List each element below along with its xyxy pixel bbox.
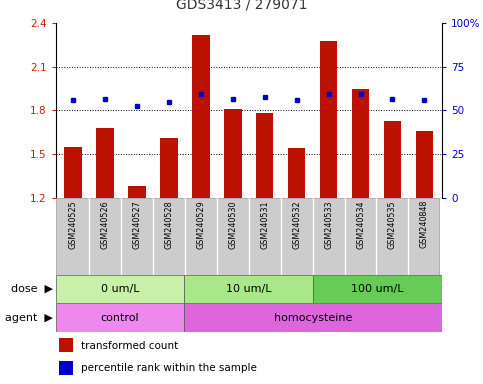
Text: percentile rank within the sample: percentile rank within the sample: [81, 363, 256, 373]
Text: GSM240526: GSM240526: [100, 200, 110, 249]
Bar: [96, 128, 114, 198]
Text: GSM240529: GSM240529: [197, 200, 205, 249]
Bar: [64, 147, 82, 198]
Bar: [160, 138, 178, 198]
Bar: [224, 109, 242, 198]
Text: GSM240533: GSM240533: [324, 200, 333, 248]
Text: control: control: [100, 313, 139, 323]
Text: GSM240534: GSM240534: [356, 200, 365, 248]
Text: GSM240528: GSM240528: [164, 200, 173, 249]
Bar: [128, 186, 146, 198]
Bar: [185, 303, 442, 332]
Text: 0 um/L: 0 um/L: [100, 284, 139, 294]
Bar: [256, 113, 273, 198]
Text: GSM240530: GSM240530: [228, 200, 237, 248]
Text: GSM240527: GSM240527: [132, 200, 142, 249]
Bar: [288, 148, 305, 198]
Text: transformed count: transformed count: [81, 341, 178, 351]
Bar: [384, 121, 401, 198]
Text: GSM240535: GSM240535: [388, 200, 397, 249]
Text: GSM240531: GSM240531: [260, 200, 269, 248]
Text: GSM240848: GSM240848: [420, 200, 429, 248]
Text: agent  ▶: agent ▶: [5, 313, 53, 323]
Text: 100 um/L: 100 um/L: [351, 284, 404, 294]
Text: 10 um/L: 10 um/L: [226, 284, 271, 294]
Bar: [59, 338, 73, 352]
Text: GDS3413 / 279071: GDS3413 / 279071: [176, 0, 307, 12]
Bar: [192, 35, 210, 198]
Bar: [313, 275, 442, 303]
Bar: [415, 131, 433, 198]
Text: dose  ▶: dose ▶: [11, 284, 53, 294]
Bar: [56, 275, 185, 303]
Text: homocysteine: homocysteine: [274, 313, 352, 323]
Bar: [56, 303, 185, 332]
Text: GSM240525: GSM240525: [69, 200, 78, 249]
Bar: [185, 275, 313, 303]
Text: GSM240532: GSM240532: [292, 200, 301, 249]
Bar: [59, 361, 73, 375]
Bar: [352, 89, 369, 198]
Bar: [320, 41, 337, 198]
